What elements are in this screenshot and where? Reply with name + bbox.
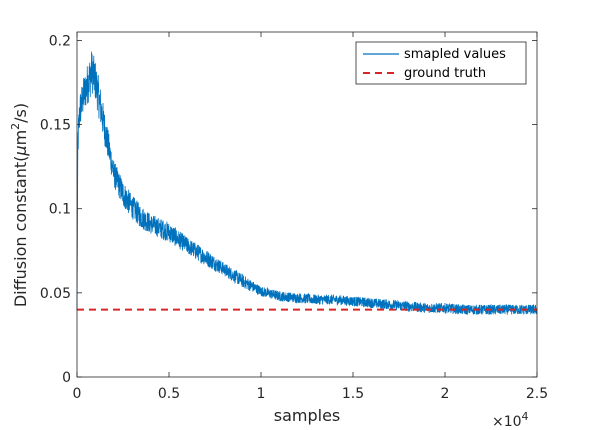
x-tick-label: 1 — [257, 386, 266, 402]
x-tick-label: 1.5 — [342, 386, 364, 402]
y-axis-label-suffix: /s) — [11, 103, 30, 123]
y-axis-label-prefix: Diffusion constant( — [11, 156, 30, 308]
plot-area-frame — [76, 31, 538, 378]
legend: smapled values ground truth — [355, 41, 527, 85]
legend-ground-truth-label: ground truth — [404, 66, 486, 81]
y-tick-label: 0.1 — [49, 202, 71, 218]
y-axis-label-m: m — [11, 130, 30, 146]
ticks-layer: 0 0.5 1 1.5 2 2.5 0 0.05 0.1 0.15 0.2 — [40, 32, 548, 402]
legend-sampled-label: smapled values — [404, 47, 506, 62]
axes-layer — [76, 31, 538, 378]
x-axis-label: samples — [274, 406, 341, 425]
plot-area-background — [77, 32, 537, 377]
x-tick-label: 2.5 — [526, 386, 548, 402]
x-tick-label: 0 — [73, 386, 82, 402]
y-tick-label: 0.15 — [40, 118, 71, 134]
y-tick-label: 0 — [62, 370, 71, 386]
series-sampled-values-line — [76, 51, 538, 316]
x-tick-label: 0.5 — [158, 386, 180, 402]
y-axis-label: Diffusion constant(μm2/s) — [9, 103, 30, 307]
legend-box — [355, 41, 527, 85]
y-axis-label-mu: μ — [11, 145, 30, 156]
series-layer — [76, 51, 538, 316]
y-axis-label-sup: 2 — [9, 123, 22, 130]
y-tick-label: 0.2 — [49, 33, 71, 49]
y-tick-label: 0.05 — [40, 286, 71, 302]
x-axis-exponent: ×104 — [492, 410, 529, 430]
x-axis-exponent-power: 4 — [522, 410, 529, 423]
x-tick-label: 2 — [441, 386, 450, 402]
x-axis-exponent-base: ×10 — [492, 414, 522, 430]
